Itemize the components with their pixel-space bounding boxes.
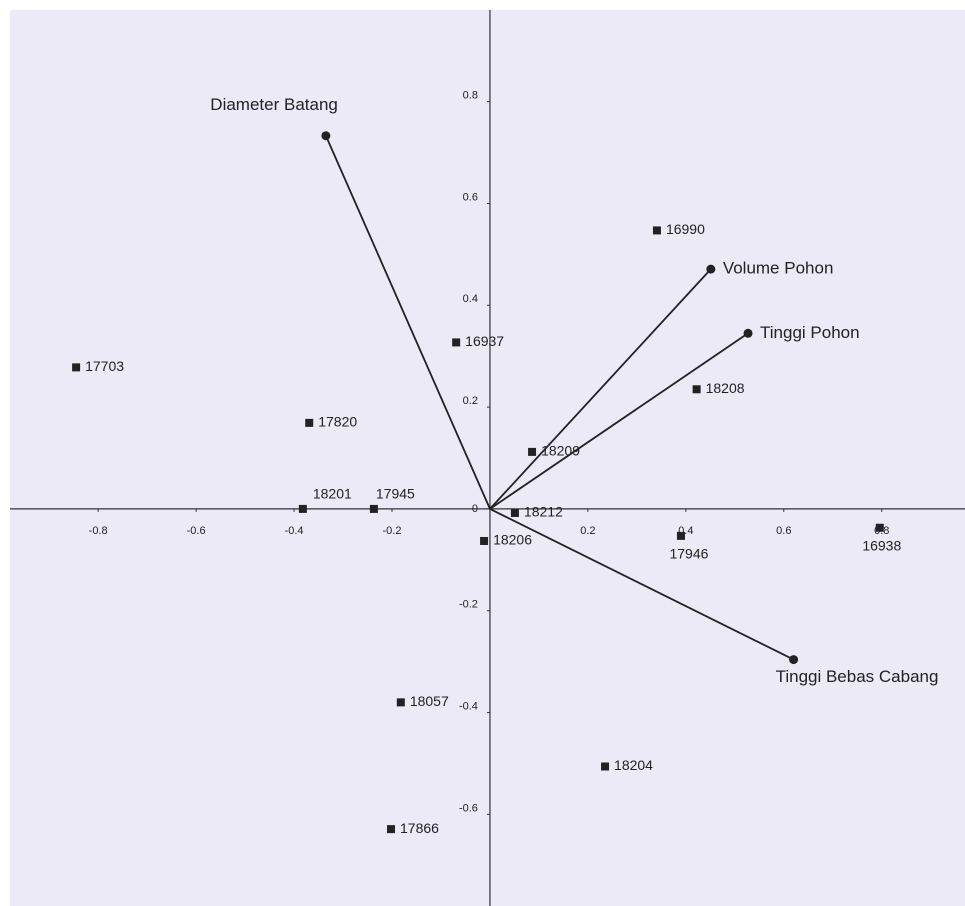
plot-area	[10, 10, 965, 906]
point-label: 18206	[493, 532, 532, 548]
score-point	[875, 523, 884, 532]
point-label: 18057	[410, 693, 449, 709]
y-tick-label: -0.4	[459, 700, 478, 712]
score-point	[305, 418, 314, 427]
point-label: 18212	[524, 504, 563, 520]
y-tick-label: -0.2	[459, 599, 478, 611]
point-label: 18208	[706, 380, 745, 396]
score-point	[528, 447, 537, 456]
point-label: 17946	[669, 546, 708, 562]
score-point	[510, 508, 519, 517]
score-point	[452, 338, 461, 347]
x-tick-label: -0.8	[89, 525, 108, 537]
x-tick-label: 0.2	[580, 525, 595, 537]
score-point	[480, 536, 489, 545]
loading-vector	[325, 135, 491, 510]
point-label: 17866	[400, 820, 439, 836]
point-label: 18209	[541, 443, 580, 459]
y-tick-label: 0.8	[463, 90, 478, 102]
point-label: 18201	[313, 486, 352, 502]
vector-label: Tinggi Bebas Cabang	[776, 667, 939, 686]
vector-label: Volume Pohon	[723, 259, 834, 278]
y-tick-label: 0.6	[463, 191, 478, 203]
y-tick-label: 0.2	[463, 395, 478, 407]
vector-label: Tinggi Pohon	[760, 323, 860, 342]
point-label: 16937	[465, 333, 504, 349]
y-tick-label: -0.6	[459, 802, 478, 814]
x-tick-label: -0.4	[285, 525, 304, 537]
point-label: 17820	[318, 414, 357, 430]
loading-vector	[489, 508, 794, 661]
point-label: 17945	[376, 486, 415, 502]
vector-end	[321, 131, 331, 141]
point-label: 17703	[85, 358, 124, 374]
loading-vector	[489, 332, 749, 510]
vector-end	[743, 328, 753, 338]
x-tick-label: -0.2	[383, 525, 402, 537]
score-point	[369, 504, 378, 513]
score-point	[396, 698, 405, 707]
x-tick-label: 0.6	[776, 525, 791, 537]
score-point	[601, 762, 610, 771]
y-tick-label: 0	[472, 503, 478, 515]
point-label: 16938	[862, 537, 901, 553]
y-tick-label: 0.4	[463, 293, 478, 305]
point-label: 18204	[614, 757, 653, 773]
score-point	[692, 385, 701, 394]
point-label: 16990	[666, 221, 705, 237]
score-point	[387, 825, 396, 834]
score-point	[676, 531, 685, 540]
score-point	[72, 363, 81, 372]
x-tick-label: -0.6	[187, 525, 206, 537]
vector-end	[789, 655, 799, 665]
loading-vector	[489, 268, 712, 510]
score-point	[652, 226, 661, 235]
score-point	[298, 504, 307, 513]
vector-label: Diameter Batang	[210, 95, 338, 114]
vector-end	[706, 264, 716, 274]
